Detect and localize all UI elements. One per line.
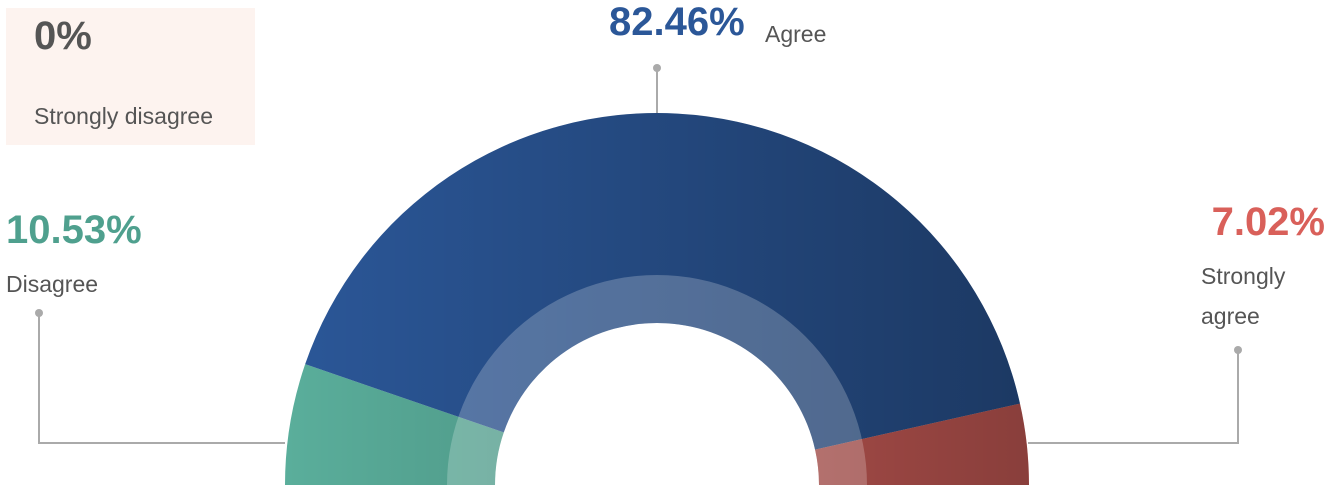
category-label: Disagree [6, 271, 99, 297]
category-label: Agree [765, 21, 827, 47]
leader-dot [35, 309, 43, 317]
leader-line [1028, 350, 1239, 444]
highlight-box [6, 8, 255, 145]
value-label: 10.53% [6, 208, 142, 252]
gradient-overlay [285, 113, 1029, 485]
category-label: Strongly agree [1201, 263, 1286, 329]
category-label: Strongly disagree [34, 103, 213, 129]
value-label: 82.46% [609, 0, 745, 44]
leader-dot [653, 64, 661, 72]
value-label: 0% [34, 14, 92, 58]
leader-dot [1234, 346, 1242, 354]
inner-ring [447, 275, 867, 485]
value-label: 7.02% [1211, 200, 1325, 244]
leader-line [38, 313, 285, 444]
